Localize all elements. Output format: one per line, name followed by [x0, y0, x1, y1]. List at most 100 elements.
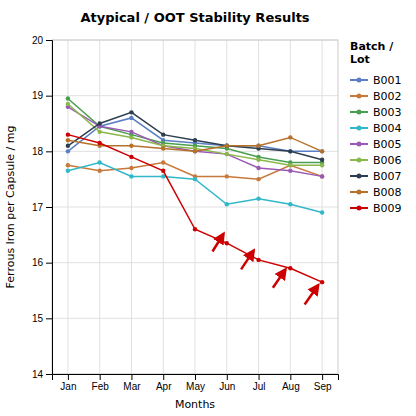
- legend-entry: B007: [350, 170, 402, 183]
- series-point: [97, 169, 101, 173]
- y-tick-mark: [46, 96, 52, 97]
- legend-entry: B001: [350, 74, 402, 87]
- y-tick: 19: [32, 90, 52, 101]
- series-point: [320, 210, 324, 214]
- series: [66, 160, 325, 215]
- series-point: [129, 135, 133, 139]
- x-tick-mark: [259, 374, 260, 380]
- legend-swatch-marker: [357, 78, 362, 83]
- x-tick-label: Mar: [123, 381, 141, 392]
- series-point: [129, 155, 133, 159]
- series-point: [225, 144, 229, 148]
- x-tick-mark: [227, 374, 228, 380]
- legend-label: B005: [373, 138, 402, 151]
- series-point: [161, 169, 165, 173]
- series-point: [225, 202, 229, 206]
- series-line: [68, 98, 322, 162]
- grid-line-x: [131, 40, 132, 374]
- series-point: [288, 149, 292, 153]
- x-tick-label: Apr: [156, 381, 172, 392]
- y-tick: 17: [32, 202, 52, 213]
- grid-line-x: [67, 40, 68, 374]
- y-tick: 14: [32, 369, 52, 380]
- data-layer: [66, 96, 325, 304]
- series-point: [320, 174, 324, 178]
- series-point: [225, 152, 229, 156]
- series-point: [66, 132, 70, 136]
- series: [66, 110, 325, 162]
- series-point: [288, 169, 292, 173]
- x-tick-mark: [163, 374, 164, 380]
- series-point: [225, 174, 229, 178]
- annotation-arrow: [273, 269, 286, 287]
- legend-label: B008: [373, 186, 402, 199]
- series-point: [256, 144, 260, 148]
- x-tick: Apr: [156, 374, 172, 392]
- grid-line-x: [226, 40, 227, 374]
- series-point: [256, 157, 260, 161]
- y-tick: 18: [32, 146, 52, 157]
- legend-entry: B009: [350, 202, 402, 215]
- series-point: [193, 149, 197, 153]
- series-point: [129, 174, 133, 178]
- x-tick-mark: [100, 374, 101, 380]
- series-point: [129, 110, 133, 114]
- series-point: [66, 96, 70, 100]
- series-point: [161, 146, 165, 150]
- y-tick-label: 14: [32, 369, 44, 380]
- series-point: [66, 144, 70, 148]
- y-tick-label: 15: [32, 313, 44, 324]
- x-tick: Jan: [60, 374, 76, 392]
- legend-swatch-marker: [357, 110, 362, 115]
- x-tick-mark: [322, 374, 323, 380]
- grid-line-x: [290, 40, 291, 374]
- x-tick-mark: [195, 374, 196, 380]
- chart-container: JanFebMarAprMayJunJulAugSep1415161718192…: [0, 0, 416, 416]
- series-point: [161, 132, 165, 136]
- series-point: [288, 266, 292, 270]
- series-point: [66, 169, 70, 173]
- series: [66, 132, 325, 284]
- y-tick-mark: [46, 374, 52, 375]
- x-tick: May: [186, 374, 205, 392]
- series-point: [288, 163, 292, 167]
- x-tick: Jul: [253, 374, 266, 392]
- grid-line-x: [258, 40, 259, 374]
- grid-line-x: [322, 40, 323, 374]
- series-point: [193, 227, 197, 231]
- x-tick: Feb: [92, 374, 110, 392]
- series-point: [66, 138, 70, 142]
- legend-swatch-marker: [357, 206, 362, 211]
- series-point: [320, 149, 324, 153]
- legend-label: B009: [373, 202, 402, 215]
- legend-label: B007: [373, 170, 402, 183]
- x-axis: JanFebMarAprMayJunJulAugSep: [53, 374, 339, 392]
- series-point: [225, 144, 229, 148]
- y-tick-label: 16: [32, 257, 44, 268]
- series-point: [256, 166, 260, 170]
- legend-entry: B005: [350, 138, 402, 151]
- x-tick-label: May: [186, 381, 205, 392]
- series-point: [256, 144, 260, 148]
- series-point: [129, 166, 133, 170]
- legend-swatch-marker: [357, 94, 362, 99]
- series-point: [288, 163, 292, 167]
- series-point: [288, 149, 292, 153]
- legend-label: B002: [373, 90, 402, 103]
- x-tick: Jun: [219, 374, 235, 392]
- legend: Batch /LotB001B002B003B004B005B006B007B0…: [350, 40, 402, 215]
- plot-area: JanFebMarAprMayJunJulAugSep1415161718192…: [32, 35, 339, 392]
- series-point: [225, 241, 229, 245]
- y-tick: 15: [32, 313, 52, 324]
- x-axis-title: Months: [175, 398, 215, 411]
- series-point: [129, 144, 133, 148]
- series-line: [68, 107, 322, 177]
- series-line: [68, 112, 322, 159]
- legend-label: B004: [373, 122, 402, 135]
- legend-swatch-marker: [357, 142, 362, 147]
- legend-swatch-marker: [357, 158, 362, 163]
- series: [66, 96, 325, 164]
- y-tick-label: 20: [32, 35, 44, 46]
- series-point: [320, 280, 324, 284]
- y-tick: 16: [32, 257, 52, 268]
